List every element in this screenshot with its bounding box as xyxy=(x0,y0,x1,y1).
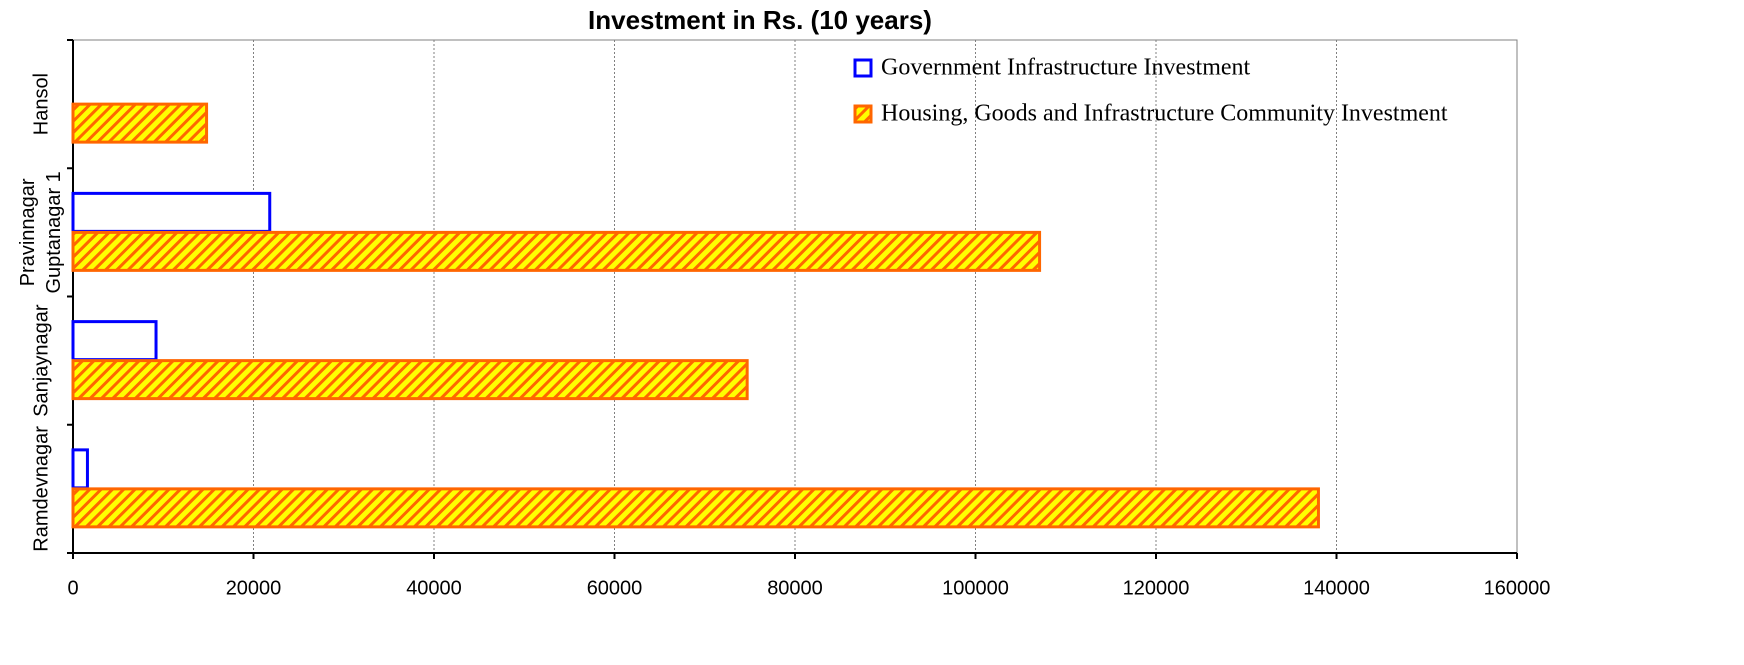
x-tick-label: 120000 xyxy=(1123,577,1190,599)
legend-swatch xyxy=(853,58,873,78)
bar xyxy=(71,448,89,490)
y-tick-label: Sanjaynagar xyxy=(30,304,52,417)
legend-label: Government Infrastructure Investment xyxy=(881,55,1251,81)
x-tick-label: 140000 xyxy=(1303,577,1370,599)
x-tick-label: 60000 xyxy=(587,577,643,599)
bar xyxy=(71,230,1042,272)
x-tick-label: 100000 xyxy=(942,577,1009,599)
legend-swatch xyxy=(853,104,873,124)
legend-label: Housing, Goods and Infrastructure Commun… xyxy=(881,101,1448,127)
chart-title: Investment in Rs. (10 years) xyxy=(588,5,932,35)
y-tick-label: Ramdevnagar xyxy=(30,426,52,552)
x-tick-label: 0 xyxy=(67,577,78,599)
y-tick-label: Pravinnagar Guptanagar 1 xyxy=(17,171,65,293)
x-tick-label: 80000 xyxy=(767,577,823,599)
bar xyxy=(71,487,1320,529)
bar xyxy=(71,102,209,144)
bar xyxy=(71,359,749,401)
bar xyxy=(71,191,272,233)
bar xyxy=(71,320,158,362)
x-tick-label: 40000 xyxy=(406,577,462,599)
x-tick-label: 160000 xyxy=(1484,577,1551,599)
x-tick-label: 20000 xyxy=(226,577,282,599)
y-tick-label: Hansol xyxy=(30,73,52,135)
